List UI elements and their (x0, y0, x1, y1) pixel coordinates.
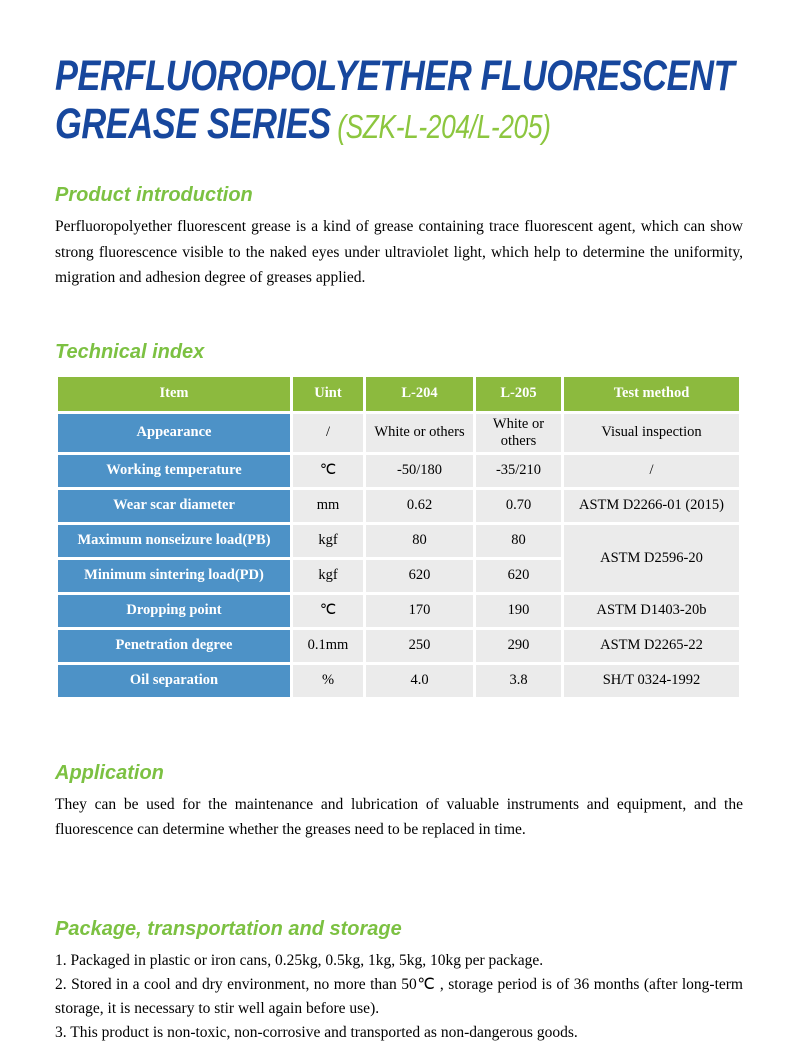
table-row: Appearance / White or others White or other… (55, 410, 742, 455)
value-cell: Visual inspection (561, 410, 742, 455)
value-cell: 80 (473, 521, 564, 560)
value-cell: % (290, 661, 366, 700)
value-cell: White or others (363, 410, 476, 455)
value-cell: ASTM D1403-20b (561, 591, 742, 630)
value-cell: ASTM D2596-20 (561, 521, 742, 595)
row-label-cell: Penetration degree (55, 626, 293, 665)
value-cell: / (290, 410, 366, 455)
row-label-cell: Appearance (55, 410, 293, 455)
row-label-cell: Minimum sintering load(PD) (55, 556, 293, 595)
package-list: 1. Packaged in plastic or iron cans, 0.2… (55, 949, 743, 1045)
table-row: Penetration degree 0.1mm 250 290 ASTM D2265-… (55, 626, 742, 665)
row-label-cell: Maximum nonseizure load(PB) (55, 521, 293, 560)
section-product-introduction: Product introduction Perfluoropolyether … (55, 184, 743, 290)
value-cell: / (561, 451, 742, 490)
value-cell: kgf (290, 556, 366, 595)
table-body: Appearance / White or others White or other… (55, 410, 742, 700)
row-label-cell: Wear scar diameter (55, 486, 293, 525)
table-row: Minimum sintering load(PD) kgf 620 620 (55, 556, 741, 595)
table-column-header: L-205 (473, 373, 564, 414)
table-row: Maximum nonseizure load(PB) kgf 80 80 ASTM D… (55, 521, 742, 595)
value-cell: 620 (363, 556, 476, 595)
value-cell: 0.62 (363, 486, 476, 525)
section-package: Package, transportation and storage 1. P… (55, 918, 743, 1045)
row-label-cell: Oil separation (55, 661, 293, 700)
table-row: Working temperature ℃ -50/180 -35/210/ (55, 451, 742, 490)
package-list-item: 2. Stored in a cool and dry environment,… (55, 976, 743, 1018)
table-column-header: Item (55, 373, 293, 414)
value-cell: 190 (473, 591, 564, 630)
table-row: Oil separation% 4.0 3.8 SH/T 0324-1992 (55, 661, 742, 700)
value-cell: 620 (473, 556, 564, 595)
page-title-line1: PERFLUOROPOLYETHER FLUORESCENT (55, 52, 735, 100)
row-label-cell: Dropping point (55, 591, 293, 630)
value-cell: 0.1mm (290, 626, 366, 665)
section-application: Application They can be used for the mai… (55, 762, 743, 843)
technical-index-table: Item Uint L-204 L-205 Test method Appearance… (55, 373, 742, 700)
value-cell: 250 (363, 626, 476, 665)
table-column-header: L-204 (363, 373, 476, 414)
table-header-row: Item Uint L-204 L-205 Test method (55, 373, 742, 414)
value-cell: ℃ (290, 451, 366, 490)
value-cell: SH/T 0324-1992 (561, 661, 742, 700)
heading-product-introduction: Product introduction (55, 184, 253, 207)
heading-technical-index: Technical index (55, 340, 205, 363)
value-cell: mm (290, 486, 366, 525)
value-cell: 80 (363, 521, 476, 560)
product-code: (SZK-L-204/L-205) (337, 108, 551, 146)
table-header: Item Uint L-204 L-205 Test method (55, 373, 742, 414)
package-list-item: 3. This product is non-toxic, non-corros… (55, 1024, 578, 1042)
table-row: Dropping point ℃ 170 190 ASTM D1403-20b (55, 591, 742, 630)
value-cell: ℃ (290, 591, 366, 630)
value-cell: 4.0 (363, 661, 476, 700)
application-text: They can be used for the maintenance and… (55, 795, 743, 838)
table-column-header: Uint (290, 373, 366, 414)
page-title-line2-text: GREASE SERIES (55, 100, 331, 149)
page-title-line2: GREASE SERIES (SZK-L-204/L-205) (55, 100, 605, 148)
value-cell: 3.8 (473, 661, 564, 700)
section-technical-index: Technical index Item Uint L-204 L-205 Test m… (55, 341, 743, 700)
value-cell: White or others (473, 410, 564, 455)
row-label-cell: Working temperature (55, 451, 293, 490)
value-cell: 170 (363, 591, 476, 630)
product-introduction-text: Perfluoropolyether fluorescent grease is… (55, 218, 743, 287)
value-cell: -35/210 (473, 451, 564, 490)
value-cell: -50/180 (363, 451, 476, 490)
value-cell: ASTM D2266-01 (2015) (561, 486, 742, 525)
heading-application: Application (55, 761, 164, 784)
table-row: Wear scar diameter mm 0.62 0.70 ASTM D2266-0… (55, 486, 742, 525)
heading-package: Package, transportation and storage (55, 918, 402, 941)
value-cell: 290 (473, 626, 564, 665)
package-list-item: 1. Packaged in plastic or iron cans, 0.2… (55, 952, 544, 970)
page-title: PERFLUOROPOLYETHER FLUORESCENT GREASE SE… (55, 52, 735, 148)
value-cell: kgf (290, 521, 366, 560)
table-column-header: Test method (561, 373, 742, 414)
value-cell: ASTM D2265-22 (561, 626, 742, 665)
value-cell: 0.70 (473, 486, 564, 525)
